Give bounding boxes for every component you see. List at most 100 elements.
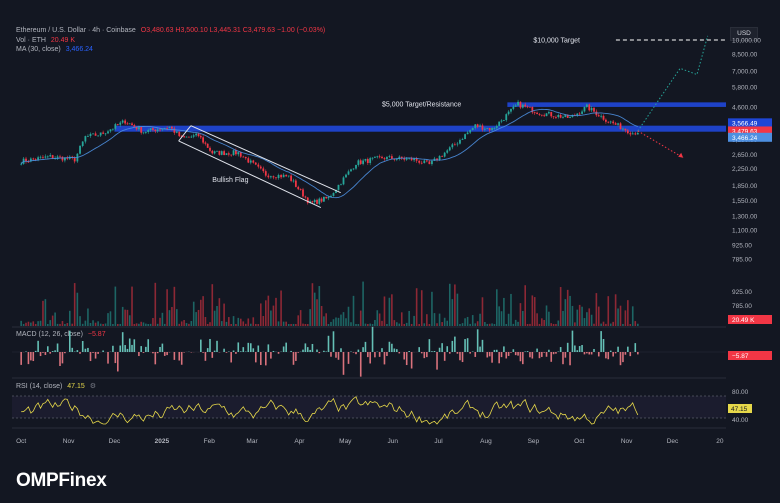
macd-histogram-bar xyxy=(131,344,133,352)
macd-histogram-bar xyxy=(112,345,114,352)
candle-body xyxy=(366,159,369,164)
macd-histogram-bar xyxy=(364,341,367,352)
macd-histogram-bar xyxy=(30,352,32,361)
candle-body xyxy=(540,114,543,116)
candle-body xyxy=(124,120,127,124)
candle-body xyxy=(257,164,260,167)
volume-bar xyxy=(272,305,275,326)
bearish-arrowhead xyxy=(678,152,684,158)
price-label: 3,479.63 xyxy=(732,128,758,135)
volume-bar xyxy=(59,323,61,326)
candle-body xyxy=(576,113,579,116)
volume-bar xyxy=(230,323,232,326)
volume-bar xyxy=(552,323,555,326)
volume-bar xyxy=(388,297,391,326)
price-axis-tick: 5,800.00 xyxy=(732,84,758,91)
macd-histogram-bar xyxy=(107,352,109,364)
volume-bar xyxy=(178,323,181,326)
macd-histogram-bar xyxy=(352,352,355,353)
candle-body xyxy=(376,156,379,158)
macd-histogram-bar xyxy=(183,352,185,353)
macd-histogram-bar xyxy=(488,352,491,357)
candle-body xyxy=(318,198,321,204)
candle-body xyxy=(335,189,337,193)
candle-body xyxy=(607,121,610,123)
candle-body xyxy=(34,159,37,160)
candle-body xyxy=(142,132,145,134)
macd-histogram-bar xyxy=(249,343,252,352)
volume-bar xyxy=(469,323,471,326)
time-axis-tick: Feb xyxy=(204,438,216,445)
macd-histogram-bar xyxy=(614,352,617,354)
volume-bar xyxy=(446,320,449,326)
volume-bar xyxy=(637,323,639,326)
candle-body xyxy=(512,106,515,109)
candle-body xyxy=(629,133,632,135)
volume-bar xyxy=(290,323,292,326)
volume-bar xyxy=(448,283,451,326)
candle-body xyxy=(505,114,508,121)
candle-body xyxy=(322,196,325,202)
macd-histogram-bar xyxy=(612,352,614,357)
volume-bar xyxy=(119,323,122,326)
candle-body xyxy=(280,175,282,178)
candle-body xyxy=(386,156,388,160)
macd-histogram-bar xyxy=(600,331,602,352)
symbol-title: Ethereum / U.S. Dollar · 4h · Coinbase xyxy=(16,27,136,34)
volume-bar xyxy=(362,281,364,326)
volume-bar xyxy=(524,285,527,326)
candle-body xyxy=(464,134,466,140)
brand-logo: OMPFinex xyxy=(16,470,107,491)
macd-histogram-bar xyxy=(605,352,607,359)
candle-body xyxy=(51,155,54,159)
volume-bar xyxy=(128,315,131,326)
macd-histogram-bar xyxy=(84,348,87,352)
volume-bar xyxy=(239,318,242,326)
candle-body xyxy=(352,168,355,170)
macd-legend: MACD (12, 26, close) −5.87 xyxy=(16,331,106,338)
volume-bar xyxy=(313,292,316,326)
volume-bar xyxy=(235,324,237,326)
candle-body xyxy=(332,192,335,196)
volume-bar xyxy=(488,323,491,326)
candle-body xyxy=(44,156,47,158)
volume-bar xyxy=(185,323,188,326)
macd-histogram-bar xyxy=(522,352,524,365)
volume-bar xyxy=(550,323,553,326)
candle-body xyxy=(84,136,87,142)
candle-body xyxy=(325,196,328,199)
volume-bar xyxy=(614,294,617,326)
macd-histogram-bar xyxy=(213,350,216,352)
macd-histogram-bar xyxy=(629,352,632,357)
volume-bar xyxy=(503,297,505,326)
macd-histogram-bar xyxy=(552,352,555,355)
candle-body xyxy=(619,123,622,130)
candle-body xyxy=(213,151,216,154)
volume-bar xyxy=(330,321,332,326)
candle-body xyxy=(316,199,318,204)
annotation-5000-target: $5,000 Target/Resistance xyxy=(382,102,461,109)
volume-bar xyxy=(176,309,178,326)
volume-bar xyxy=(152,318,154,326)
volume-bar xyxy=(393,320,396,326)
macd-histogram-bar xyxy=(637,352,639,355)
settings-icon[interactable]: ⚙ xyxy=(89,383,97,390)
volume-bar xyxy=(68,310,71,326)
price-axis-tick: 2,650.00 xyxy=(732,152,758,159)
currency-selector[interactable]: USD xyxy=(730,27,758,41)
candle-body xyxy=(242,156,245,158)
candle-body xyxy=(564,114,567,117)
candle-body xyxy=(550,112,553,117)
volume-bar xyxy=(484,322,486,326)
candle-body xyxy=(199,136,202,138)
support-resistance-zone xyxy=(114,125,726,132)
candle-body xyxy=(474,124,477,128)
price-axis-tick: 1,550.00 xyxy=(732,198,758,205)
candle-body xyxy=(107,131,109,134)
macd-histogram-bar xyxy=(267,344,270,352)
macd-label: −5.87 xyxy=(732,353,749,360)
volume-bar xyxy=(564,299,567,326)
price-label-bg xyxy=(728,132,772,142)
macd-histogram-bar xyxy=(398,352,401,354)
